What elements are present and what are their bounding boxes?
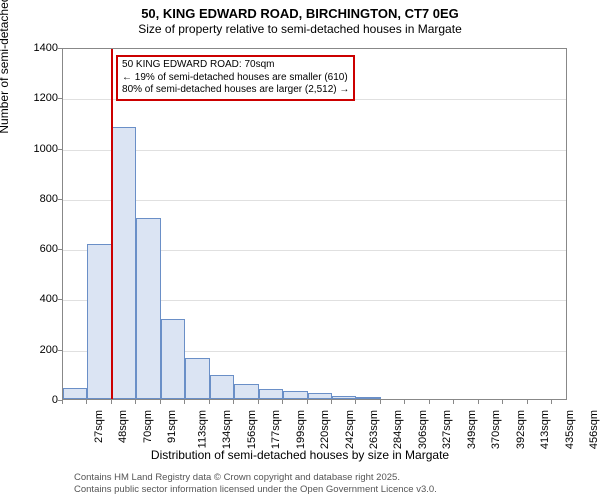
x-tick-label: 220sqm [319,410,331,449]
y-tick-label: 800 [18,193,58,205]
x-tick-label: 327sqm [441,410,453,449]
x-tick-mark [86,400,87,404]
y-tick-label: 1000 [18,143,58,155]
footer-line2: Contains public sector information licen… [74,484,437,496]
x-tick-mark [135,400,136,404]
x-tick-mark [111,400,112,404]
histogram-bar [136,218,161,399]
highlight-vertical-line [111,49,113,399]
x-tick-label: 156sqm [246,410,258,449]
x-tick-mark [160,400,161,404]
x-tick-label: 27sqm [93,410,105,443]
annotation-line3: 80% of semi-detached houses are larger (… [122,84,349,97]
chart-title-block: 50, KING EDWARD ROAD, BIRCHINGTON, CT7 0… [0,0,600,36]
plot-area: 50 KING EDWARD ROAD: 70sqm ← 19% of semi… [62,48,567,400]
annotation-line2: ← 19% of semi-detached houses are smalle… [122,72,349,85]
x-tick-label: 70sqm [142,410,154,443]
x-tick-label: 113sqm [196,410,208,448]
histogram-bar [332,396,356,399]
annotation-box: 50 KING EDWARD ROAD: 70sqm ← 19% of semi… [116,55,355,101]
x-tick-mark [307,400,308,404]
x-tick-mark [209,400,210,404]
y-tick-label: 200 [18,344,58,356]
histogram-bar [63,388,87,399]
x-tick-mark [184,400,185,404]
y-axis-label: Number of semi-detached properties [0,0,11,134]
x-tick-mark [380,400,381,404]
x-tick-label: 134sqm [221,410,233,449]
histogram-bar [259,389,283,399]
x-axis-label: Distribution of semi-detached houses by … [0,448,600,462]
x-tick-mark [527,400,528,404]
x-tick-mark [331,400,332,404]
x-tick-mark [355,400,356,404]
x-tick-mark [502,400,503,404]
histogram-bar [356,397,381,399]
x-tick-mark [478,400,479,404]
x-tick-mark [233,400,234,404]
x-tick-mark [453,400,454,404]
chart-container: 50, KING EDWARD ROAD, BIRCHINGTON, CT7 0… [0,0,600,500]
histogram-bar [87,244,112,399]
x-tick-mark [404,400,405,404]
x-tick-label: 199sqm [295,410,307,449]
x-tick-label: 435sqm [564,410,576,449]
annotation-line1: 50 KING EDWARD ROAD: 70sqm [122,59,349,72]
histogram-bar [112,127,136,399]
x-tick-label: 370sqm [490,410,502,449]
y-tick-label: 1400 [18,42,58,54]
x-tick-label: 242sqm [344,410,356,449]
histogram-bar [308,393,332,399]
x-tick-label: 91sqm [166,410,178,443]
x-tick-mark [551,400,552,404]
y-tick-label: 0 [18,394,58,406]
x-tick-label: 177sqm [270,410,282,449]
histogram-bar [161,319,185,399]
histogram-bar [234,384,259,399]
y-tick-label: 400 [18,293,58,305]
x-tick-label: 456sqm [588,410,600,449]
chart-subtitle: Size of property relative to semi-detach… [0,22,600,36]
footer-line1: Contains HM Land Registry data © Crown c… [74,472,437,484]
histogram-bar [185,358,210,399]
x-tick-mark [62,400,63,404]
footer: Contains HM Land Registry data © Crown c… [74,472,437,496]
x-tick-label: 413sqm [539,410,551,449]
gridline [63,200,566,201]
x-tick-mark [258,400,259,404]
x-tick-mark [282,400,283,404]
gridline [63,150,566,151]
x-tick-label: 284sqm [392,410,404,449]
x-tick-label: 263sqm [368,410,380,449]
histogram-bar [283,391,308,399]
x-tick-label: 48sqm [117,410,129,443]
histogram-bar [210,375,234,399]
x-tick-label: 392sqm [515,410,527,449]
chart-title: 50, KING EDWARD ROAD, BIRCHINGTON, CT7 0… [0,6,600,21]
x-tick-mark [429,400,430,404]
y-tick-label: 600 [18,243,58,255]
x-tick-label: 349sqm [466,410,478,449]
x-tick-label: 306sqm [417,410,429,449]
y-tick-label: 1200 [18,92,58,104]
